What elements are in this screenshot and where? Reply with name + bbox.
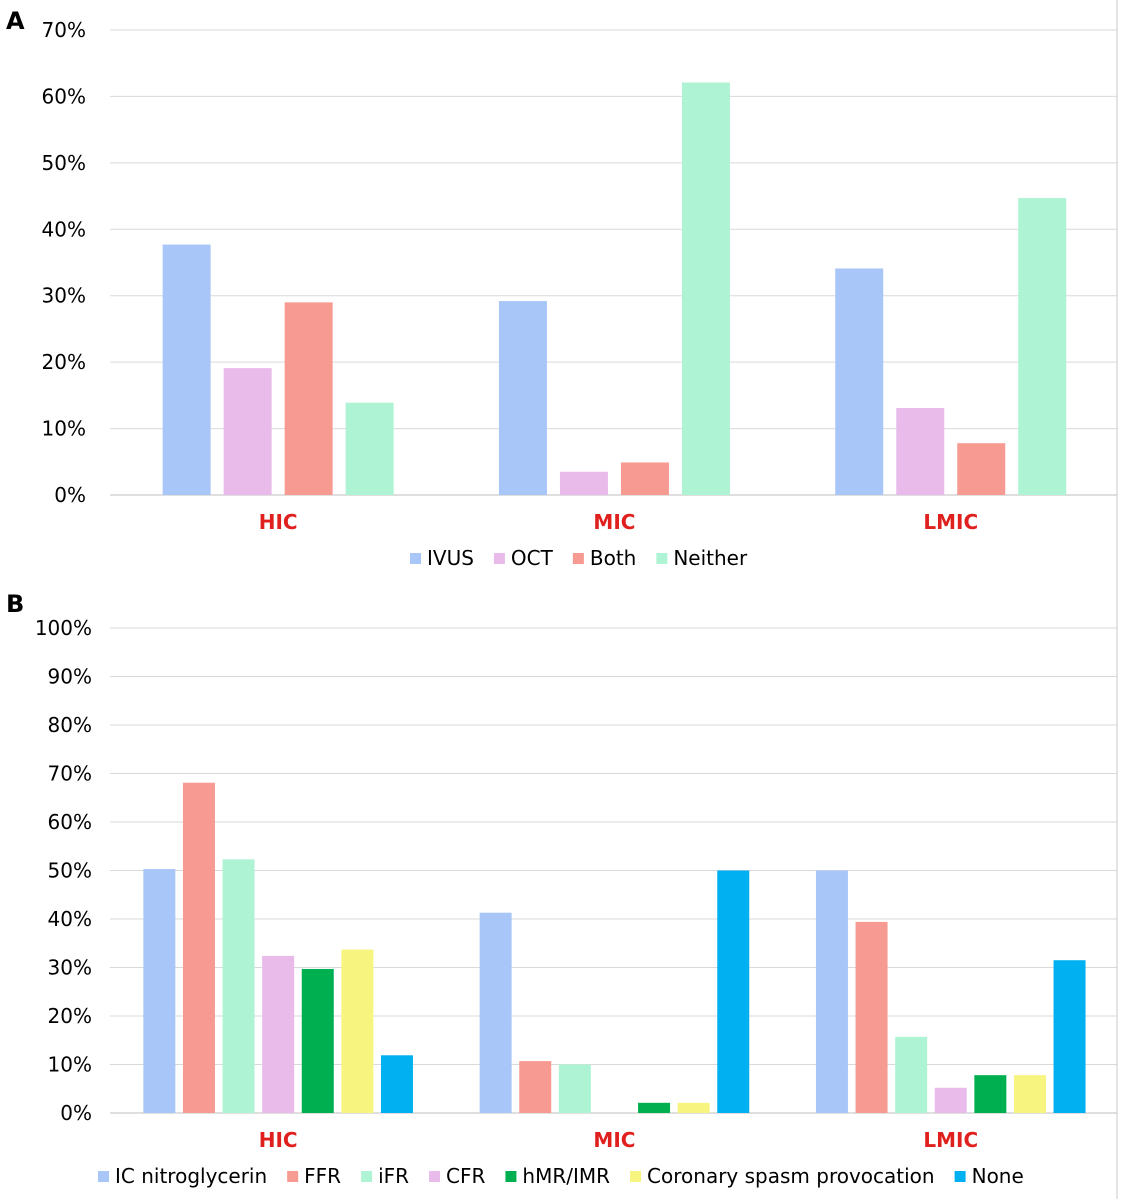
y-tick-label: 80% [48,713,92,737]
category-label: LMIC [923,1128,978,1152]
bar-mic-hmr-imr [638,1102,671,1113]
bar-lmic-coronary-spasm-provocation [1013,1075,1046,1113]
category-label: LMIC [923,510,978,534]
bar-mic-none [717,870,750,1113]
bar-lmic-ifr [895,1036,928,1113]
y-tick-label: 60% [42,84,86,108]
y-tick-label: 100% [35,616,92,640]
y-tick-label: 20% [48,1004,92,1028]
legend-swatch [954,1171,966,1182]
bar-mic-ic-nitroglycerin [479,912,512,1113]
legend-label: IVUS [427,546,474,570]
y-tick-label: 50% [48,859,92,883]
y-tick-label: 60% [48,810,92,834]
bar-lmic-ic-nitroglycerin [815,870,848,1113]
legend-swatch [361,1171,373,1182]
bar-mic-neither [681,82,730,495]
legend-swatch [505,1171,517,1182]
legend-swatch [572,553,584,564]
bar-hic-cfr [262,955,295,1113]
bar-lmic-neither [1018,198,1067,496]
bar-mic-oct [559,471,608,495]
legend-swatch [429,1171,441,1182]
bar-hic-neither [345,402,394,495]
legend-label: Neither [673,546,748,570]
y-tick-label: 70% [48,762,92,786]
legend-label: hMR/IMR [522,1164,610,1188]
legend-swatch [410,553,421,564]
bar-hic-none [380,1055,413,1113]
y-tick-label: 0% [60,1101,92,1125]
panel-b-letter: B [6,590,24,618]
bar-mic-ivus [498,301,547,495]
bar-lmic-cfr [934,1087,967,1113]
bar-mic-ffr [519,1061,552,1113]
panel-a-letter: A [6,7,25,35]
legend-label: Both [590,546,636,570]
legend-swatch [98,1171,109,1182]
y-tick-label: 10% [48,1053,92,1077]
y-tick-label: 30% [42,284,86,308]
bar-mic-ifr [558,1064,591,1113]
legend-label: iFR [378,1164,409,1188]
legend-swatch [287,1171,299,1182]
bar-mic-both [620,462,669,495]
y-tick-label: 40% [48,907,92,931]
y-tick-label: 0% [54,483,86,507]
bar-lmic-ffr [855,921,888,1113]
category-label: HIC [259,510,298,534]
y-tick-label: 90% [48,665,92,689]
y-tick-label: 10% [42,417,86,441]
y-tick-label: 40% [42,217,86,241]
y-tick-label: 30% [48,956,92,980]
bar-hic-ivus [162,244,211,495]
legend-label: CFR [446,1164,485,1188]
legend-label: FFR [304,1164,341,1188]
bar-hic-ifr [222,859,255,1113]
panel-a-chart: 0% 10% 20% 30% 40% 50% 60% 70% HIC MIC LMIC IVUS OCT… [42,18,1117,570]
bar-hic-coronary-spasm-provocation [341,949,374,1113]
bar-hic-hmr-imr [301,968,334,1113]
legend-label: IC nitroglycerin [115,1164,267,1188]
y-tick-label: 70% [42,18,86,42]
bar-lmic-none [1053,960,1086,1113]
category-label: MIC [593,1128,635,1152]
bar-hic-ic-nitroglycerin [143,869,176,1113]
panel-b-chart: 0% 10% 20% 30% 40% 50% 60% 70% 80% 90% 100% HIC MIC L… [35,616,1117,1188]
bar-hic-oct [223,368,272,495]
y-tick-label: 50% [42,151,86,175]
legend-swatch [630,1171,642,1182]
legend-label: OCT [511,546,554,570]
bar-lmic-both [957,443,1006,495]
bar-lmic-ivus [835,268,884,495]
legend-label: Coronary spasm provocation [647,1164,935,1188]
bar-hic-both [284,302,333,495]
bar-lmic-hmr-imr [974,1075,1007,1113]
legend-label: None [972,1164,1024,1188]
bar-mic-coronary-spasm-provocation [677,1102,710,1113]
category-label: MIC [593,510,635,534]
legend-swatch [656,553,668,564]
legend-swatch [493,553,505,564]
bar-lmic-oct [896,407,945,495]
bar-hic-ffr [182,782,215,1113]
y-tick-label: 20% [42,350,86,374]
category-label: HIC [259,1128,298,1152]
